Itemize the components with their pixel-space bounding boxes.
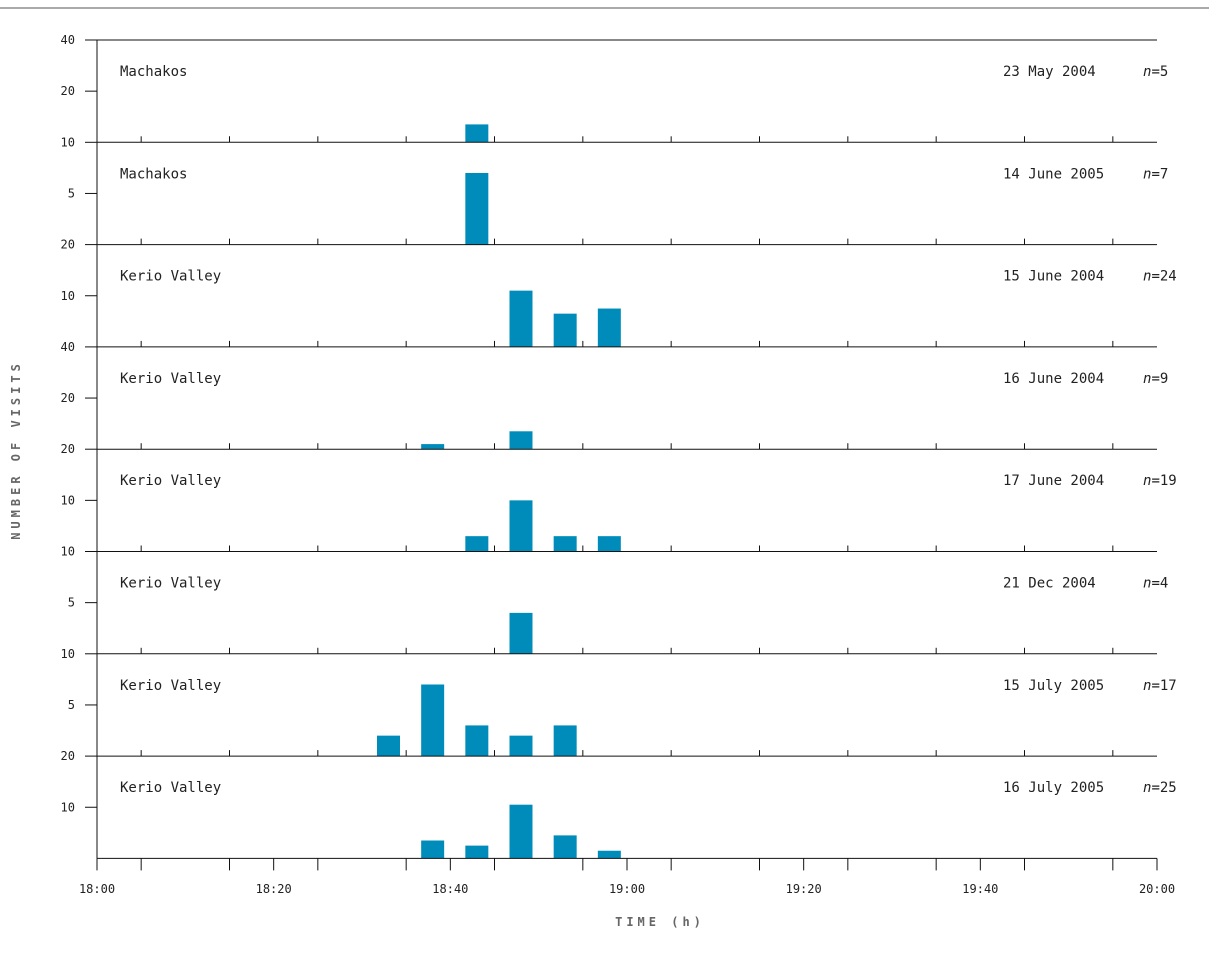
panel-date-label: 15 June 2004 (1003, 269, 1104, 285)
panel-n-symbol: n (1143, 473, 1151, 489)
panel-n-label: n=24 (1143, 269, 1177, 285)
y-tick-label: 10 (61, 647, 75, 661)
panel-n-value: =24 (1151, 269, 1176, 285)
panel-n-label: n=9 (1143, 371, 1168, 387)
bar (465, 845, 489, 859)
panel-location-label: Kerio Valley (120, 678, 221, 694)
bar (465, 725, 489, 757)
panel-date-label: 23 May 2004 (1003, 64, 1096, 80)
panel: 20 10 Kerio Valley 16 July 2005 n=25 (61, 749, 1177, 859)
panel-n-label: n=17 (1143, 678, 1177, 694)
x-tick-label: 19:20 (786, 882, 822, 896)
x-tick-label: 19:00 (609, 882, 645, 896)
panel-n-value: =17 (1151, 678, 1176, 694)
panel-location-label: Kerio Valley (120, 473, 221, 489)
y-tick-label: 20 (61, 442, 75, 456)
panel-location-label: Kerio Valley (120, 371, 221, 387)
bar (509, 500, 533, 552)
panel-n-label: n=5 (1143, 64, 1168, 80)
panel: 10 5 Kerio Valley 21 Dec 2004 n=4 (61, 545, 1168, 654)
panel-date-label: 17 June 2004 (1003, 473, 1104, 489)
y-tick-label: 5 (68, 596, 75, 610)
bar (553, 725, 577, 757)
panel-n-symbol: n (1143, 166, 1151, 182)
x-axis-title: TIME (h) (615, 915, 705, 929)
panel: 10 5 Kerio Valley 15 July 2005 n=17 (61, 647, 1177, 757)
bar (597, 536, 621, 552)
panel-n-symbol: n (1143, 780, 1151, 796)
x-tick-label: 18:40 (432, 882, 468, 896)
bar (509, 612, 533, 654)
panel-location-label: Kerio Valley (120, 576, 221, 592)
y-tick-label: 10 (61, 493, 75, 507)
y-tick-label: 10 (61, 545, 75, 559)
x-tick-label: 18:20 (256, 882, 292, 896)
bar (553, 536, 577, 552)
panel-n-symbol: n (1143, 576, 1151, 592)
panel: 40 20 Machakos 23 May 2004 n=5 (61, 33, 1168, 143)
panel-n-label: n=4 (1143, 576, 1168, 592)
panel-location-label: Kerio Valley (120, 269, 221, 285)
y-tick-label: 20 (61, 391, 75, 405)
x-tick-label: 19:40 (962, 882, 998, 896)
panel: 20 10 Kerio Valley 17 June 2004 n=19 (61, 442, 1177, 552)
bar (465, 172, 489, 245)
bar (509, 431, 533, 450)
bar (509, 735, 533, 757)
panel: 40 20 Kerio Valley 16 June 2004 n=9 (61, 340, 1168, 450)
bar (421, 444, 445, 450)
bar (597, 308, 621, 347)
x-tick-label: 18:00 (79, 882, 115, 896)
y-tick-label: 10 (61, 800, 75, 814)
panel-n-symbol: n (1143, 64, 1151, 80)
y-axis-title: NUMBER OF VISITS (9, 360, 23, 540)
panel: 20 10 Kerio Valley 15 June 2004 n=24 (61, 238, 1177, 347)
panel-n-symbol: n (1143, 269, 1151, 285)
bar (421, 840, 445, 859)
panel-date-label: 15 July 2005 (1003, 678, 1104, 694)
panel-n-value: =9 (1151, 371, 1168, 387)
panel-n-label: n=19 (1143, 473, 1177, 489)
panel-location-label: Machakos (120, 64, 187, 80)
panel-n-value: =25 (1151, 780, 1176, 796)
panel-date-label: 16 June 2004 (1003, 371, 1104, 387)
bar (597, 850, 621, 859)
bar (509, 804, 533, 859)
y-tick-label: 10 (61, 289, 75, 303)
panel-n-label: n=7 (1143, 166, 1168, 182)
y-tick-label: 5 (68, 186, 75, 200)
y-tick-label: 40 (61, 340, 75, 354)
panel-n-symbol: n (1143, 678, 1151, 694)
bar (553, 313, 577, 347)
y-tick-label: 10 (61, 135, 75, 149)
panel-location-label: Machakos (120, 166, 187, 182)
panel-n-value: =5 (1151, 64, 1168, 80)
bar (465, 536, 489, 552)
panel-date-label: 14 June 2005 (1003, 166, 1104, 182)
bar (377, 735, 400, 757)
bar (421, 684, 445, 757)
panel-location-label: Kerio Valley (120, 780, 221, 796)
panel: 10 5 Machakos 14 June 2005 n=7 (61, 135, 1168, 245)
y-tick-label: 20 (61, 238, 75, 252)
x-tick-label: 20:00 (1139, 882, 1175, 896)
x-axis: 18:00 18:20 18:40 19:00 19:20 19:40 20:00 (79, 857, 1175, 896)
panel-n-value: =7 (1151, 166, 1168, 182)
bar (553, 835, 577, 859)
bar (465, 124, 489, 143)
y-tick-label: 5 (68, 698, 75, 712)
bar (509, 290, 533, 347)
panel-date-label: 21 Dec 2004 (1003, 576, 1096, 592)
y-tick-label: 20 (61, 84, 75, 98)
y-tick-label: 20 (61, 749, 75, 763)
y-tick-label: 40 (61, 33, 75, 47)
panel-n-label: n=25 (1143, 780, 1177, 796)
panel-date-label: 16 July 2005 (1003, 780, 1104, 796)
panel-n-value: =19 (1151, 473, 1176, 489)
panel-n-value: =4 (1151, 576, 1168, 592)
panel-n-symbol: n (1143, 371, 1151, 387)
